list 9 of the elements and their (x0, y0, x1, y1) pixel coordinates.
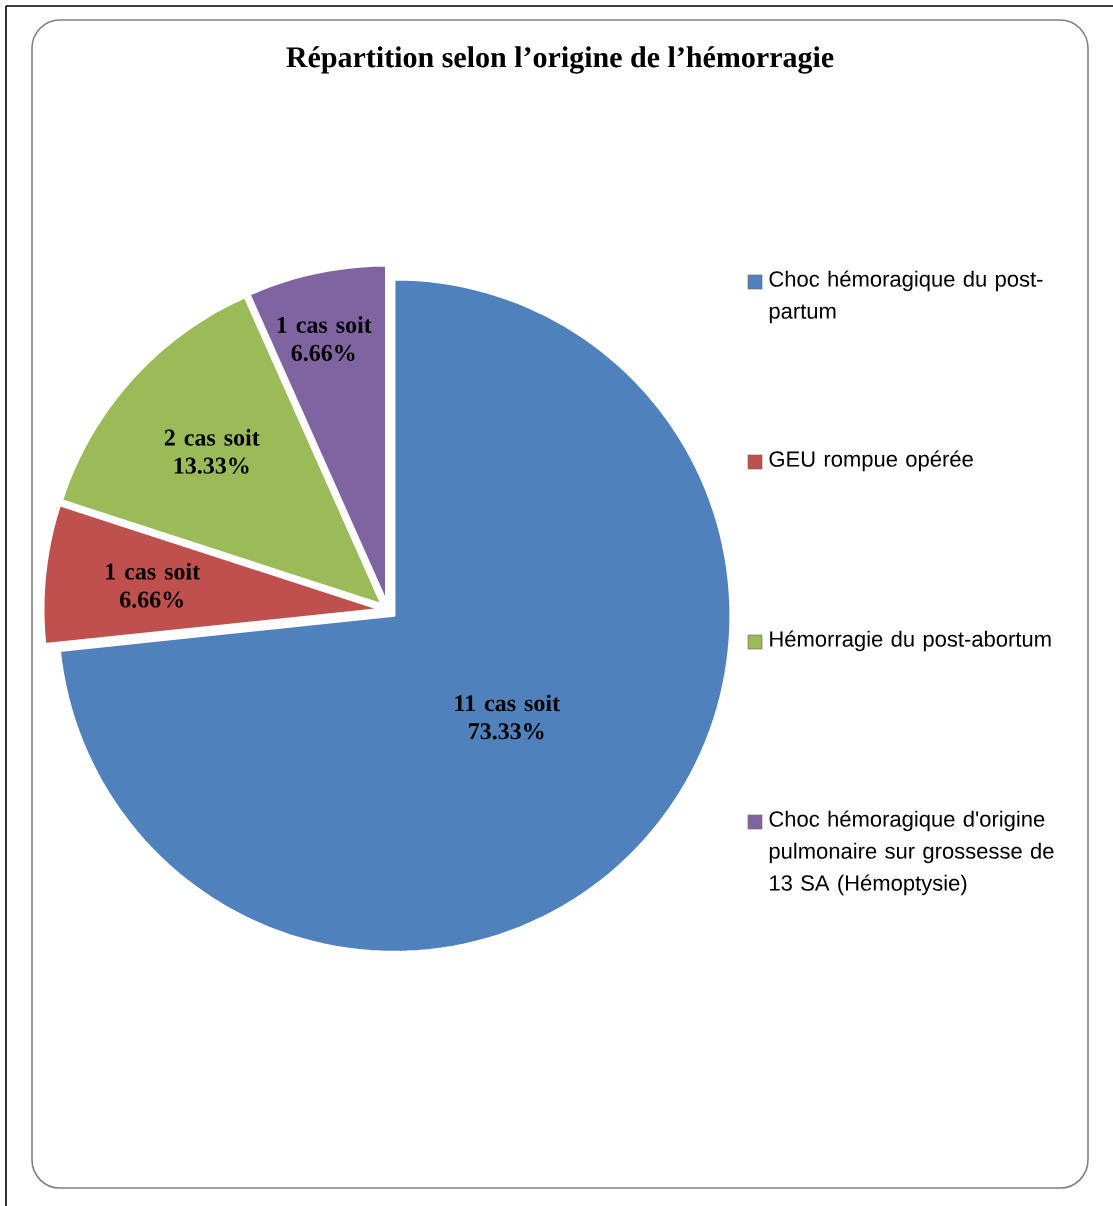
legend-label: Hémorragie du post-abortum (770, 630, 1051, 652)
chart-title: Répartition selon l’origine de l’hémorragie (286, 46, 834, 74)
data-label: 1 cas soit 6.66% (106, 562, 201, 608)
legend-label: Choc hémoragique du post-partum (769, 270, 1043, 324)
legend-label: Choc hémoragique d'origine pulmonaire sur grossesse de 13 SA (Hémoptysie) (769, 810, 1054, 896)
data-label: 2 cas soit 13.33% (164, 428, 260, 474)
data-label: 1 cas soit 6.66% (277, 316, 372, 362)
data-label: 11 cas soit 73.33% (455, 694, 560, 740)
legend-label: GEU rompue opérée (769, 450, 973, 472)
